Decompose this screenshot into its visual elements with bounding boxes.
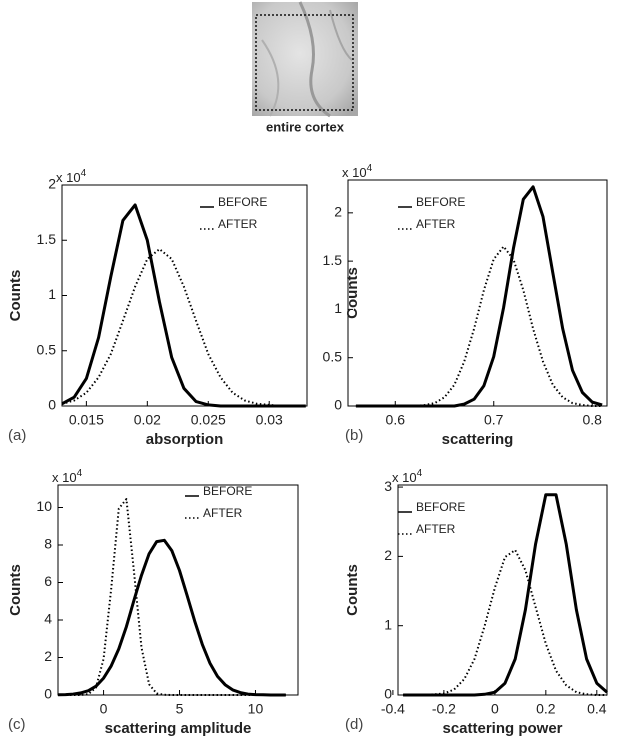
y-tick-label: 6: [44, 573, 52, 589]
multiplier-base: x 10: [342, 165, 367, 180]
y-tick-label: 0.5: [37, 341, 57, 357]
y-axis-label: Counts: [344, 564, 361, 616]
legend-label: AFTER: [416, 522, 456, 536]
legend-label: AFTER: [416, 217, 456, 231]
series-line: [403, 493, 608, 697]
y-tick-label: 1: [48, 286, 56, 302]
y-tick-label: 0: [384, 686, 392, 702]
y-multiplier: x 104: [342, 163, 373, 181]
x-tick-label: 0.4: [587, 701, 607, 717]
legend-label: AFTER: [203, 506, 243, 520]
multiplier-exponent: 4: [81, 168, 87, 179]
x-axis-label: absorption: [146, 431, 224, 448]
multiplier-base: x 10: [56, 170, 81, 185]
series-line: [61, 248, 306, 407]
y-tick-label: 3: [384, 478, 392, 494]
panel-label: (d): [345, 716, 363, 733]
legend-label: BEFORE: [416, 195, 465, 209]
multiplier-exponent: 4: [417, 468, 423, 479]
chart-panel: 0 0.5 1 1.5 2 0.015 0.02 0.025 0.03 BEFORE AFTER x …: [7, 168, 308, 448]
x-tick-label: 0.025: [191, 412, 226, 428]
y-multiplier: x 104: [56, 168, 87, 186]
y-tick-label: 0.5: [323, 348, 343, 364]
y-tick-label: 10: [36, 498, 52, 514]
y-tick-label: 2: [384, 547, 392, 563]
panel-label: (a): [8, 427, 26, 444]
multiplier-exponent: 4: [77, 468, 83, 479]
x-axis-label: scattering: [442, 431, 514, 448]
legend-label: AFTER: [218, 217, 258, 231]
series-line: [403, 549, 607, 696]
multiplier-exponent: 4: [367, 163, 373, 174]
series-line: [58, 498, 286, 696]
y-tick-label: 0: [44, 686, 52, 702]
axes-box: [57, 484, 299, 696]
y-tick-label: 0: [334, 397, 342, 413]
x-tick-label: 0.6: [386, 412, 406, 428]
axes-box: [397, 484, 608, 696]
x-axis-label: scattering power: [442, 720, 562, 737]
panel-label: (c): [8, 716, 26, 733]
y-tick-label: 1: [334, 300, 342, 316]
x-tick-label: 0.8: [582, 412, 602, 428]
y-multiplier: x 104: [52, 468, 83, 486]
y-axis-label: Counts: [344, 267, 361, 319]
y-axis-label: Counts: [7, 564, 24, 616]
multiplier-base: x 10: [52, 470, 77, 485]
y-tick-label: 0: [48, 397, 56, 413]
panel-label: (b): [345, 427, 363, 444]
x-axis-label: scattering amplitude: [105, 720, 252, 737]
x-tick-label: 0.03: [256, 412, 283, 428]
cortex-image: [252, 1, 358, 118]
x-tick-label: 10: [248, 701, 264, 717]
legend-label: BEFORE: [416, 500, 465, 514]
legend-label: BEFORE: [203, 484, 252, 498]
legend-label: BEFORE: [218, 195, 267, 209]
y-tick-label: 1.5: [37, 231, 57, 247]
axes-box: [347, 179, 608, 407]
x-tick-label: 0.2: [536, 701, 556, 717]
x-tick-label: 0.7: [484, 412, 504, 428]
y-tick-label: 2: [334, 204, 342, 220]
y-tick-label: 8: [44, 536, 52, 552]
y-tick-label: 1: [384, 616, 392, 632]
x-tick-label: 0: [100, 701, 108, 717]
x-tick-label: 0: [491, 701, 499, 717]
y-tick-label: 2: [48, 176, 56, 192]
y-tick-label: 4: [44, 611, 52, 627]
x-tick-label: 0.02: [134, 412, 161, 428]
x-tick-label: 0.015: [69, 412, 104, 428]
series-line: [57, 538, 286, 697]
x-tick-label: -0.4: [381, 701, 405, 717]
y-multiplier: x 104: [392, 468, 423, 486]
x-tick-label: -0.2: [432, 701, 456, 717]
axes-box: [61, 184, 308, 407]
multiplier-base: x 10: [392, 470, 417, 485]
series-line: [355, 245, 603, 407]
y-axis-label: Counts: [7, 270, 24, 322]
series-line: [355, 185, 603, 408]
chart-panel: 0 0.5 1 1.5 2 0.6 0.7 0.8 BEFORE AFTER x 104 scatte…: [323, 163, 608, 448]
y-tick-label: 1.5: [323, 252, 343, 268]
y-tick-label: 2: [44, 648, 52, 664]
series-line: [61, 203, 306, 408]
image-caption: entire cortex: [266, 119, 345, 134]
chart-panel: 0 1 2 3 -0.4 -0.2 0 0.2 0.4 BEFORE AFTER x 104 scatt…: [344, 468, 608, 737]
x-tick-label: 5: [176, 701, 184, 717]
